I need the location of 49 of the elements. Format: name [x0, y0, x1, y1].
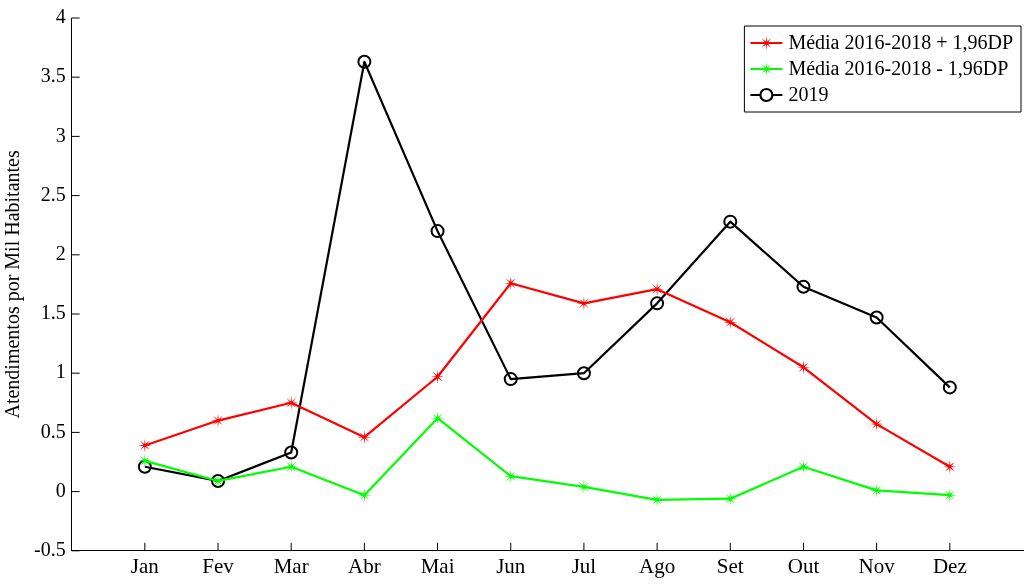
y-tick-label: 0: [55, 478, 66, 501]
point: [284, 395, 299, 410]
x-tick-label: Nov: [858, 553, 896, 578]
point: [137, 453, 152, 468]
x-tick-label: Abr: [348, 553, 381, 578]
point: [723, 491, 738, 506]
y-tick-label: 3: [55, 123, 66, 146]
point: [796, 459, 811, 474]
y-tick-label: 1.5: [40, 301, 66, 324]
point: [942, 380, 957, 395]
x-tick-label: Dez: [932, 553, 967, 578]
point: [576, 366, 591, 381]
y-tick-label: 4: [55, 5, 66, 28]
legend-label: Média 2016-2018 - 1,96DP: [788, 57, 1009, 80]
point: [430, 369, 445, 384]
point: [942, 459, 957, 474]
point: [503, 469, 518, 484]
y-tick-label: 2.5: [40, 182, 66, 205]
y-tick-label: 2: [55, 242, 66, 265]
point: [723, 315, 738, 330]
y-tick-label: 0.5: [40, 419, 66, 442]
point: [357, 54, 372, 69]
x-tick-label: Ago: [639, 553, 676, 578]
y-tick-label: 1: [55, 360, 66, 383]
point: [796, 279, 811, 294]
point: [284, 445, 299, 460]
point: [137, 459, 152, 474]
y-axis-title: Atendimentos por Mil Habitantes: [1, 150, 25, 419]
x-tick-label: Set: [716, 553, 744, 578]
legend-label: 2019: [788, 83, 829, 106]
point: [869, 310, 884, 325]
x-tick-label: Mai: [420, 553, 455, 578]
point: [503, 276, 518, 291]
x-tick-label: Fev: [202, 553, 235, 578]
x-tick-label: Jun: [496, 553, 526, 578]
x-tick-label: Out: [787, 553, 820, 578]
point: [723, 214, 738, 229]
point: [503, 372, 518, 387]
point: [284, 459, 299, 474]
y-tick-label: 3.5: [40, 64, 66, 87]
point: [650, 296, 665, 311]
point: [796, 360, 811, 375]
point: [869, 483, 884, 498]
y-tick-label: -0.5: [33, 538, 66, 561]
legend-label: Média 2016-2018 + 1,96DP: [788, 31, 1014, 54]
x-tick-label: Mar: [273, 553, 309, 578]
point: [430, 224, 445, 239]
x-tick-label: Jan: [130, 553, 160, 578]
x-tick-label: Jul: [571, 553, 597, 578]
